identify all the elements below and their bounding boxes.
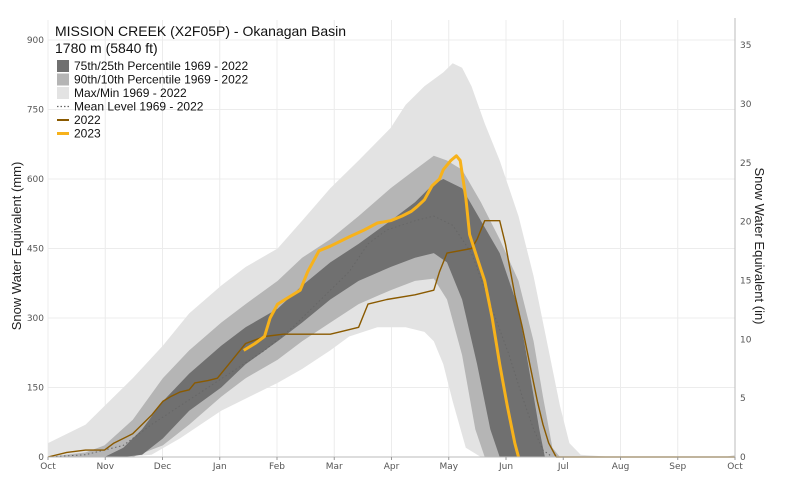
series-lines	[47, 154, 735, 458]
legend-label: Mean Level 1969 - 2022	[74, 100, 204, 114]
y-tick-label-left: 600	[27, 175, 44, 185]
legend-label: 90th/10th Percentile 1969 - 2022	[74, 73, 248, 87]
legend-item: 2023	[57, 127, 101, 141]
tick-labels: Oct Nov Dec Jan Feb Mar Apr May Jun Jul Aug Sep Oct0…	[27, 36, 752, 472]
series-line-2022	[47, 219, 735, 458]
y-axis-title-right: Snow Water Equivalent (in)	[752, 167, 767, 324]
legend-item: Mean Level 1969 - 2022	[57, 100, 204, 114]
percentile-bands	[48, 63, 735, 458]
y-tick-label-left: 150	[27, 384, 44, 394]
x-tick-label: Jun	[498, 462, 513, 472]
legend-label: Max/Min 1969 - 2022	[74, 86, 187, 100]
legend-item: Max/Min 1969 - 2022	[57, 86, 187, 100]
x-tick-label: Oct	[40, 462, 56, 472]
y-tick-label-right: 25	[740, 159, 751, 169]
y-tick-label-right: 35	[740, 41, 751, 51]
legend-label: 2022	[74, 113, 101, 127]
x-tick-label: Mar	[326, 462, 343, 472]
x-tick-label: Nov	[96, 462, 114, 472]
chart-title: MISSION CREEK (X2F05P) - Okanagan Basin	[55, 23, 346, 39]
y-axis-title-left: Snow Water Equivalent (mm)	[9, 162, 24, 331]
y-tick-label-left: 450	[27, 245, 44, 255]
x-tick-label: Jul	[557, 462, 569, 472]
x-tick-label: May	[439, 462, 458, 472]
y-tick-label-right: 10	[740, 335, 752, 345]
legend-item: 90th/10th Percentile 1969 - 2022	[57, 73, 248, 87]
legend-swatch	[57, 73, 69, 86]
y-tick-label-right: 30	[740, 100, 752, 110]
y-tick-label-right: 0	[740, 453, 746, 463]
legend-item: 75th/25th Percentile 1969 - 2022	[57, 59, 248, 73]
x-tick-label: Apr	[384, 462, 400, 472]
x-tick-label: Jan	[212, 462, 227, 472]
band-75th-25th-percentile-1969-2022	[48, 179, 735, 457]
x-tick-label: Aug	[612, 462, 630, 472]
legend-label: 2023	[74, 127, 101, 141]
y-tick-label-left: 750	[27, 106, 44, 116]
legend: 75th/25th Percentile 1969 - 202290th/10t…	[57, 59, 248, 141]
x-tick-label: Oct	[727, 462, 743, 472]
legend-swatch	[57, 87, 69, 99]
y-tick-label-right: 15	[740, 276, 751, 286]
legend-item: 2022	[57, 113, 101, 127]
y-tick-label-right: 20	[740, 218, 752, 228]
legend-swatch	[57, 60, 69, 72]
series-line-2023	[242, 154, 520, 458]
y-tick-label-left: 0	[38, 453, 44, 463]
x-tick-label: Sep	[669, 462, 686, 472]
legend-label: 75th/25th Percentile 1969 - 2022	[74, 59, 248, 73]
series-line-mean-level-1969-2022	[47, 215, 735, 458]
y-tick-label-left: 300	[27, 314, 44, 324]
chart-subtitle: 1780 m (5840 ft)	[55, 40, 158, 56]
x-tick-label: Feb	[269, 462, 285, 472]
y-tick-label-left: 900	[27, 36, 44, 46]
x-tick-label: Dec	[154, 462, 171, 472]
y-tick-label-right: 5	[740, 394, 746, 404]
